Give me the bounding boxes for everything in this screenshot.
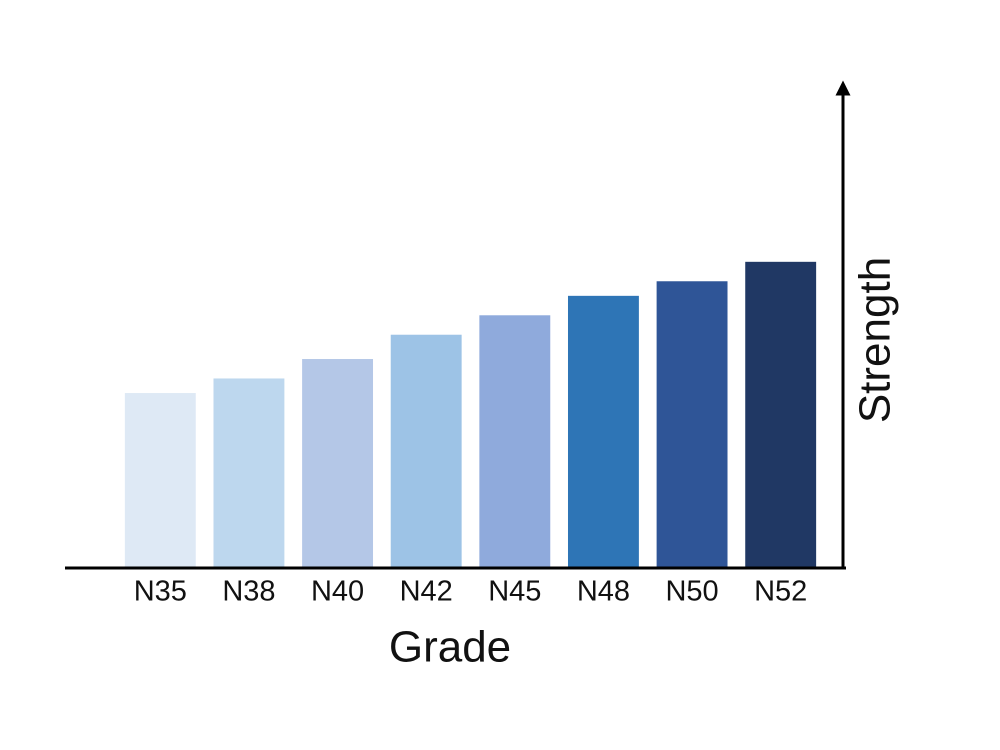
bar <box>567 295 639 568</box>
bar <box>124 393 196 568</box>
bar <box>390 334 462 568</box>
x-tick-label: N42 <box>400 576 453 608</box>
x-tick-label: N50 <box>665 576 718 608</box>
x-tick-label: N52 <box>754 576 807 608</box>
x-tick-label: N40 <box>311 576 364 608</box>
bar <box>656 281 728 568</box>
x-tick-label: N35 <box>134 576 187 608</box>
x-axis-title: Grade <box>389 623 511 672</box>
x-tick-label: N45 <box>488 576 541 608</box>
x-tick-label: N48 <box>577 576 630 608</box>
bar <box>302 359 374 568</box>
bar <box>745 261 817 568</box>
x-tick-label: N38 <box>222 576 275 608</box>
bar <box>213 378 285 568</box>
y-axis-title: Strength <box>851 257 900 423</box>
bar <box>479 315 551 568</box>
